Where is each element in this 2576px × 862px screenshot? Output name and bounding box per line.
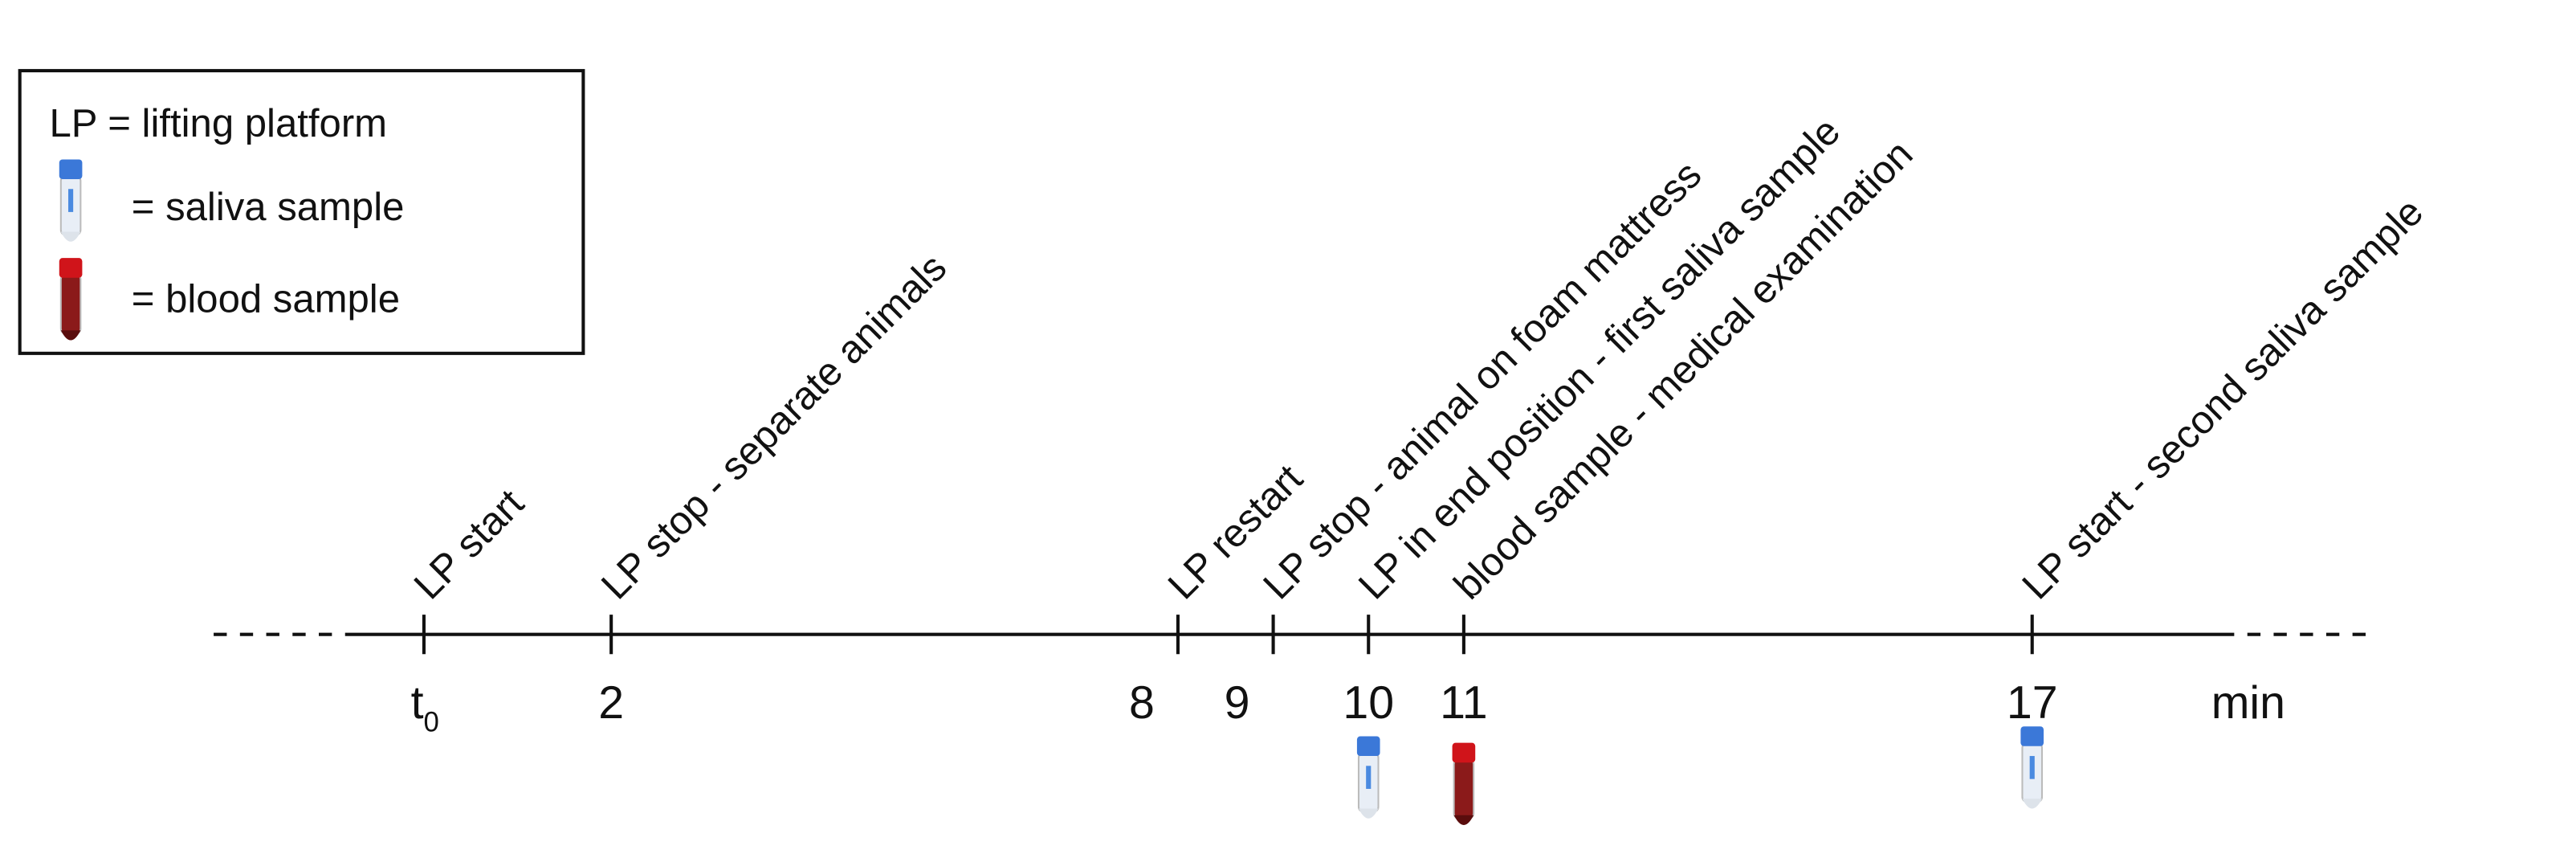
tube-cap [1452,742,1476,763]
tube-cap [1356,736,1380,757]
event-label: LP start [406,481,532,607]
tube-label [68,189,74,212]
event-label: LP stop - separate animals [593,246,955,607]
tick-label: 2 [598,677,624,729]
tick-label: 8 [1129,677,1155,729]
tube-tip [1453,815,1474,825]
tick-label: 9 [1225,677,1250,729]
tick-label-base: t [411,677,424,729]
tube-tip [2022,799,2043,809]
tube-cap [59,258,83,278]
tick-label-base: 2 [598,677,624,729]
legend-text: = saliva sample [132,186,405,229]
tube-cap [2020,726,2044,746]
tube-tip [60,330,81,341]
tick-label-base: 17 [2007,677,2058,729]
tick-label: t0 [411,677,439,737]
tick-label-base: 11 [1440,677,1487,729]
sample-tube [2020,726,2044,809]
tick-label-base: 8 [1129,677,1155,729]
tick-label: 11 [1440,677,1487,729]
tick-label-base: 10 [1343,677,1394,729]
tube-body [59,273,82,335]
legend-box [18,68,585,355]
tube-cap [59,159,83,179]
legend-text: LP = lifting platform [49,102,387,145]
sample-tube [59,159,83,242]
tube-tip [1358,808,1379,819]
tube-body [1453,758,1475,819]
unit-label: min [2211,677,2285,729]
tick-label-base: 9 [1225,677,1250,729]
tick-label: 10 [1343,677,1394,729]
tube-label [1366,766,1372,789]
tick-label: 17 [2007,677,2058,729]
sample-tube [1452,742,1476,825]
event-label: LP start - second saliva sample [2015,190,2432,608]
tick-label-sub: 0 [423,707,438,737]
tube-tip [60,231,81,242]
event-label: LP in end position - first saliva sample [1351,109,1848,607]
tube-label [2029,756,2035,779]
legend-text: = blood sample [132,278,400,321]
sample-tube [1356,736,1380,819]
sample-tube [59,258,83,341]
